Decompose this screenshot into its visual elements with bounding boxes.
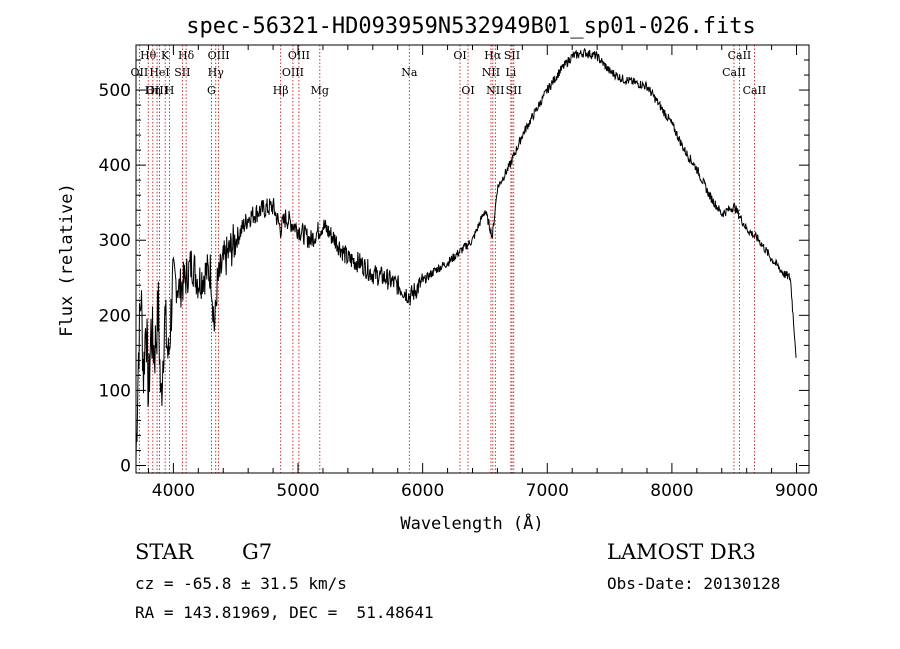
line-label-15: Mg	[311, 84, 329, 97]
y-tick-label: 0	[120, 456, 131, 476]
line-label-7: SII	[174, 66, 190, 79]
line-label-11: G	[207, 84, 216, 97]
line-label-8: Hδ	[178, 49, 195, 62]
observation-date: Obs-Date: 20130128	[607, 574, 781, 593]
line-label-5: HeI	[149, 66, 169, 79]
axis-ticks: 4000 5000 6000 7000 8000 9000 0 100 200 300 400 500	[99, 45, 818, 501]
y-tick-label: 500	[99, 81, 131, 101]
line-label-14: OIII	[288, 49, 310, 62]
chart-title: spec-56321-HD093959N532949B01_sp01-026.f…	[186, 14, 756, 39]
line-label-3: K	[161, 49, 170, 62]
line-label-1: OII	[131, 66, 149, 79]
x-tick-label: 9000	[775, 481, 818, 501]
line-label-9: OIII	[208, 49, 230, 62]
line-label-20: NII	[482, 66, 500, 79]
line-label-17: OI	[453, 49, 466, 62]
line-label-27: CaII	[743, 84, 767, 97]
line-label-22: SII	[504, 49, 520, 62]
object-subclass: G7	[242, 540, 273, 564]
x-axis-label: Wavelength (Å)	[400, 512, 543, 534]
line-label-12: Hβ	[273, 84, 289, 97]
line-label-21: NII	[486, 84, 504, 97]
x-tick-label: 5000	[276, 481, 319, 501]
line-label-24: SII	[506, 84, 522, 97]
x-tick-label: 7000	[526, 481, 569, 501]
line-label-26: CaII	[722, 66, 746, 79]
plot-frame	[135, 44, 810, 474]
redshift-cz: cz = -65.8 ± 31.5 km/s	[135, 574, 347, 593]
line-label-2: OIII	[146, 84, 168, 97]
x-tick-label: 6000	[401, 481, 444, 501]
line-label-18: OI	[461, 84, 474, 97]
x-tick-label: 4000	[152, 481, 195, 501]
y-tick-label: 300	[99, 231, 131, 251]
line-label-0: Hθ	[140, 49, 157, 62]
survey-name: LAMOST DR3	[607, 540, 756, 564]
y-tick-label: 400	[99, 156, 131, 176]
y-tick-label: 200	[99, 306, 131, 326]
y-axis-label: Flux (relative)	[57, 183, 77, 337]
emission-line-markers: Hθ OII OIII K H HeI Hη SII Hδ OIII Hγ G Hβ OIII OIII Mg…	[131, 45, 767, 473]
line-label-6: Hη	[145, 84, 161, 97]
line-label-23: Li	[505, 66, 516, 79]
line-label-25: CaII	[728, 49, 752, 62]
line-label-4: H	[165, 84, 175, 97]
line-label-19: Hα	[484, 49, 502, 62]
line-label-16: Na	[401, 66, 418, 79]
object-class: STAR	[135, 540, 194, 564]
x-tick-label: 8000	[650, 481, 693, 501]
coordinates: RA = 143.81969, DEC = 51.48641	[135, 603, 434, 622]
line-label-13: OIII	[282, 66, 304, 79]
flux-series-line	[135, 47, 797, 459]
y-tick-label: 100	[99, 381, 131, 401]
line-label-10: Hγ	[208, 66, 225, 79]
